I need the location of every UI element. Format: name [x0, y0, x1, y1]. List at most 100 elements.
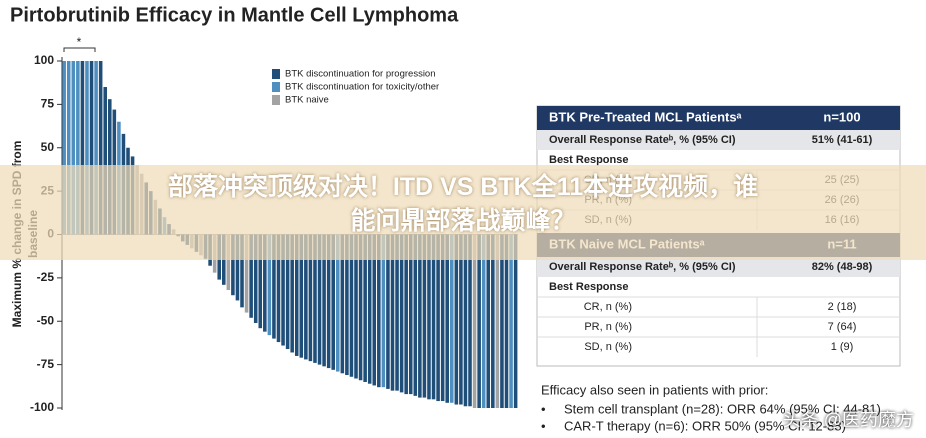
chart-title: Pirtobrutinib Efficacy in Mantle Cell Ly… — [10, 4, 459, 26]
bar — [367, 234, 372, 384]
legend-label: BTK naive — [285, 95, 329, 106]
bar — [71, 61, 76, 235]
banner: 部落冲突顶级对决！ITD VS BTK全11本进攻视频，谁 能问鼎部落战巅峰？ — [0, 165, 926, 260]
annotation: * — [77, 35, 82, 49]
bar — [358, 234, 363, 381]
bar — [244, 234, 249, 313]
bar — [267, 234, 272, 336]
bar — [427, 234, 431, 400]
bar — [276, 234, 281, 343]
bar — [386, 234, 390, 389]
bar — [354, 234, 358, 379]
y-tick-label: 75 — [41, 97, 55, 111]
bar — [450, 234, 454, 403]
bar — [103, 87, 107, 235]
y-tick-label: -25 — [37, 270, 55, 284]
bar — [313, 234, 317, 363]
bar — [80, 61, 85, 235]
bar — [349, 234, 354, 377]
best-response: Best Response — [549, 154, 628, 166]
legend-swatch — [272, 82, 280, 92]
bar — [336, 234, 340, 372]
bar — [235, 234, 240, 301]
bar — [263, 234, 267, 332]
orr-row — [537, 257, 900, 277]
bar — [390, 234, 395, 391]
bar — [504, 234, 509, 408]
bar — [481, 234, 486, 408]
bar — [468, 234, 472, 407]
row-label: PR, n (%) — [584, 321, 632, 333]
bar — [253, 234, 258, 323]
orr-label: Overall Response Rateᵇ, % (95% CI) — [549, 261, 736, 273]
bar — [331, 234, 335, 370]
bar — [226, 234, 231, 291]
header-title: BTK Pre-Treated MCL Patientsᵃ — [549, 109, 742, 124]
banner-line: 能问鼎部落战巅峰？ — [350, 207, 576, 235]
legend-swatch — [272, 69, 280, 79]
bar — [62, 61, 66, 235]
bar — [272, 234, 276, 339]
annotation-bracket — [63, 47, 96, 52]
bar — [294, 234, 299, 356]
bar — [422, 234, 427, 398]
bar — [345, 234, 349, 376]
bar — [431, 234, 436, 400]
bar — [299, 234, 304, 358]
bar — [463, 234, 468, 407]
banner-line: 部落冲突顶级对决！ITD VS BTK全11本进攻视频，谁 — [167, 173, 759, 201]
y-tick-label: -100 — [30, 400, 54, 414]
orr-value: 51% (41-61) — [812, 134, 873, 146]
bar — [249, 234, 253, 318]
bar — [322, 234, 326, 367]
bar — [459, 234, 463, 405]
row-label: CR, n (%) — [584, 301, 632, 313]
bar — [372, 234, 377, 386]
bar — [399, 234, 404, 393]
bar — [326, 234, 331, 369]
bar — [436, 234, 440, 402]
bar — [66, 61, 71, 235]
bar — [440, 234, 445, 402]
row-value: 7 (64) — [828, 321, 857, 333]
bar — [285, 234, 290, 350]
bar — [509, 234, 513, 408]
bar — [418, 234, 422, 398]
bar — [445, 234, 449, 403]
orr-label: Overall Response Rateᵇ, % (95% CI) — [549, 134, 736, 146]
note: Stem cell transplant (n=28): ORR 64% (95… — [564, 401, 881, 416]
bullet: • — [541, 418, 546, 433]
legend-label: BTK discontinuation for progression — [285, 69, 436, 80]
best-response: Best Response — [549, 281, 628, 293]
bar — [290, 234, 294, 353]
bar — [308, 234, 313, 362]
y-tick-label: 50 — [41, 140, 55, 154]
y-tick-label: 100 — [34, 53, 54, 67]
bar — [491, 234, 495, 408]
bar — [76, 61, 80, 235]
bar — [340, 234, 345, 374]
legend-swatch — [272, 95, 280, 105]
bar — [472, 234, 477, 408]
bullet: • — [541, 401, 546, 416]
bar — [363, 234, 367, 382]
bar — [85, 61, 89, 235]
bar — [98, 61, 103, 235]
bar — [281, 234, 285, 346]
y-tick-label: -50 — [37, 313, 55, 327]
bar — [381, 234, 386, 388]
orr-value: 82% (48-98) — [812, 261, 873, 273]
legend-label: BTK discontinuation for toxicity/other — [285, 82, 439, 93]
bar — [500, 234, 504, 408]
row-value: 1 (9) — [831, 341, 854, 353]
row-value: 2 (18) — [828, 301, 857, 313]
note: CAR-T therapy (n=6): ORR 50% (95% CI: 12… — [564, 418, 846, 433]
header-n: n=100 — [823, 109, 860, 124]
bar — [94, 61, 98, 235]
table-header — [537, 106, 900, 130]
bar — [304, 234, 308, 360]
bar — [404, 234, 408, 395]
bar — [477, 234, 481, 408]
bar — [495, 234, 500, 408]
